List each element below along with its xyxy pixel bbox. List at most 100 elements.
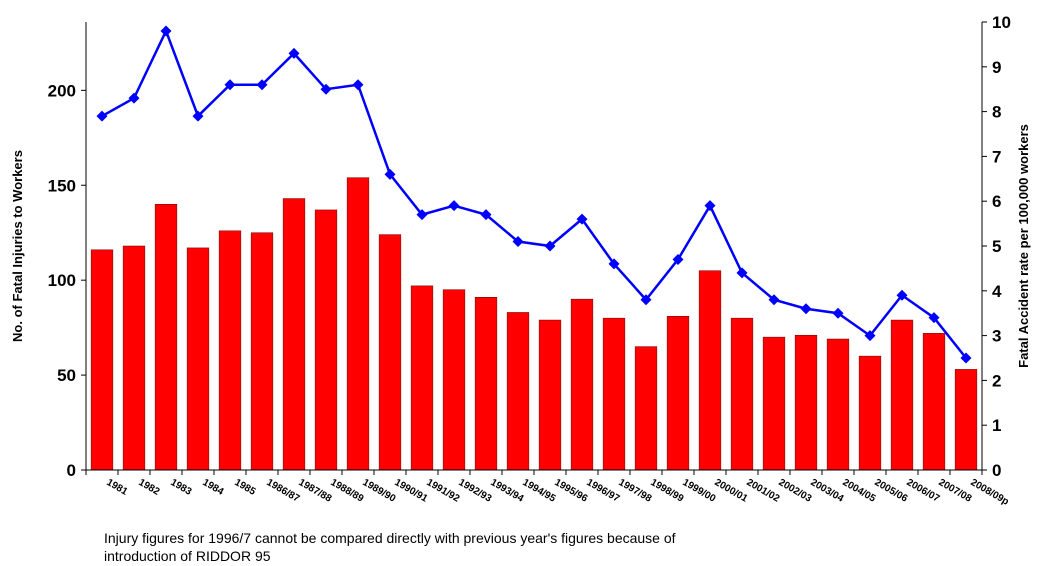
y2-tick-label: 1	[992, 416, 1001, 435]
x-tick-label: 1999/00	[681, 477, 718, 505]
bar	[634, 346, 658, 471]
bar	[506, 312, 530, 471]
x-tick-label: 1990/91	[393, 477, 430, 505]
marker	[576, 213, 588, 225]
x-tick-label: 1985	[233, 477, 258, 498]
bar	[826, 338, 850, 471]
x-tick-label: 1998/99	[649, 477, 686, 505]
x-tick-label: 2002/03	[777, 477, 814, 505]
x-tick-label: 1994/95	[521, 477, 558, 505]
bar	[570, 298, 594, 471]
x-tick-label: 1982	[137, 477, 162, 498]
y2-tick-label: 4	[992, 282, 1002, 301]
y2-tick-label: 2	[992, 371, 1001, 390]
marker	[800, 303, 812, 315]
y2-tick-label: 8	[992, 103, 1001, 122]
marker	[160, 25, 172, 37]
x-tick-label: 1991/92	[425, 477, 462, 505]
bar	[922, 333, 946, 471]
y-tick-label: 200	[48, 81, 76, 100]
marker	[256, 79, 268, 91]
x-tick-label: 1988/89	[329, 477, 366, 505]
note: introduction of RIDDOR 95	[104, 548, 271, 564]
x-tick-label: 1995/96	[553, 477, 590, 505]
marker	[96, 110, 108, 122]
marker	[640, 294, 652, 306]
x-tick-label: 2005/06	[873, 477, 910, 505]
bar	[474, 297, 498, 471]
bar	[442, 289, 466, 471]
y2-tick-label: 3	[992, 327, 1001, 346]
marker	[192, 110, 204, 122]
bar	[378, 234, 402, 471]
marker	[864, 330, 876, 342]
marker	[320, 83, 332, 95]
y-tick-label: 0	[67, 461, 76, 480]
bar	[762, 336, 786, 471]
bar	[346, 177, 370, 471]
marker	[224, 79, 236, 91]
x-tick-label: 1993/94	[489, 477, 526, 505]
line	[101, 27, 967, 359]
marker	[480, 209, 492, 221]
marker	[736, 267, 748, 279]
bar	[250, 232, 274, 471]
bar	[122, 245, 146, 471]
note: Injury figures for 1996/7 cannot be comp…	[104, 530, 676, 546]
marker	[672, 253, 684, 265]
x-tick-label: 1989/90	[361, 477, 398, 505]
y2-tick-label: 5	[992, 237, 1001, 256]
bar	[698, 270, 722, 471]
y2-tick-label: 9	[992, 58, 1001, 77]
bar	[538, 319, 562, 471]
marker	[288, 47, 300, 59]
marker	[704, 200, 716, 212]
bar	[858, 355, 882, 471]
bar	[410, 285, 434, 471]
marker	[832, 307, 844, 319]
x-tick-label: 2000/01	[713, 477, 750, 505]
marker	[448, 200, 460, 212]
marker	[384, 168, 396, 180]
y2-tick-label: 0	[992, 461, 1001, 480]
y2-tick-label: 6	[992, 192, 1001, 211]
bar	[154, 203, 178, 471]
x-tick-label: 1997/98	[617, 477, 654, 505]
bar	[186, 247, 210, 471]
bar	[602, 317, 626, 471]
x-tick-label: 2006/07	[905, 477, 942, 505]
x-tick-label: 1992/93	[457, 477, 494, 505]
bar	[890, 319, 914, 471]
x-tick-label: 1996/97	[585, 477, 622, 505]
x-tick-label: 2003/04	[809, 477, 846, 505]
marker	[896, 289, 908, 301]
y-tick-label: 150	[48, 176, 76, 195]
y2-tick-label: 10	[992, 13, 1011, 32]
x-tick-label: 2004/05	[841, 477, 878, 505]
bar	[730, 317, 754, 471]
x-tick-label: 1987/88	[297, 477, 334, 505]
bar	[282, 198, 306, 471]
x-tick-label: 1984	[201, 477, 226, 498]
x-tick-label: 2008/09p	[969, 477, 1011, 508]
y-tick-label: 50	[57, 366, 76, 385]
marker	[352, 79, 364, 91]
bar	[666, 315, 690, 471]
x-tick-label: 2007/08	[937, 477, 974, 505]
marker	[928, 312, 940, 324]
marker	[544, 240, 556, 252]
y-tick-label: 100	[48, 271, 76, 290]
marker	[128, 92, 140, 104]
x-tick-label: 1986/87	[265, 477, 302, 505]
bar	[314, 209, 338, 471]
x-tick-label: 1983	[169, 477, 194, 498]
bar	[218, 230, 242, 471]
x-tick-label: 1981	[105, 477, 130, 498]
bar	[90, 249, 114, 471]
marker	[768, 294, 780, 306]
marker	[512, 236, 524, 248]
y2-axis-label: Fatal Accident rate per 100,000 workers	[1016, 124, 1031, 368]
bar	[794, 334, 818, 471]
marker	[960, 352, 972, 364]
y-axis-label: No. of Fatal Injuries to Workers	[10, 150, 25, 342]
